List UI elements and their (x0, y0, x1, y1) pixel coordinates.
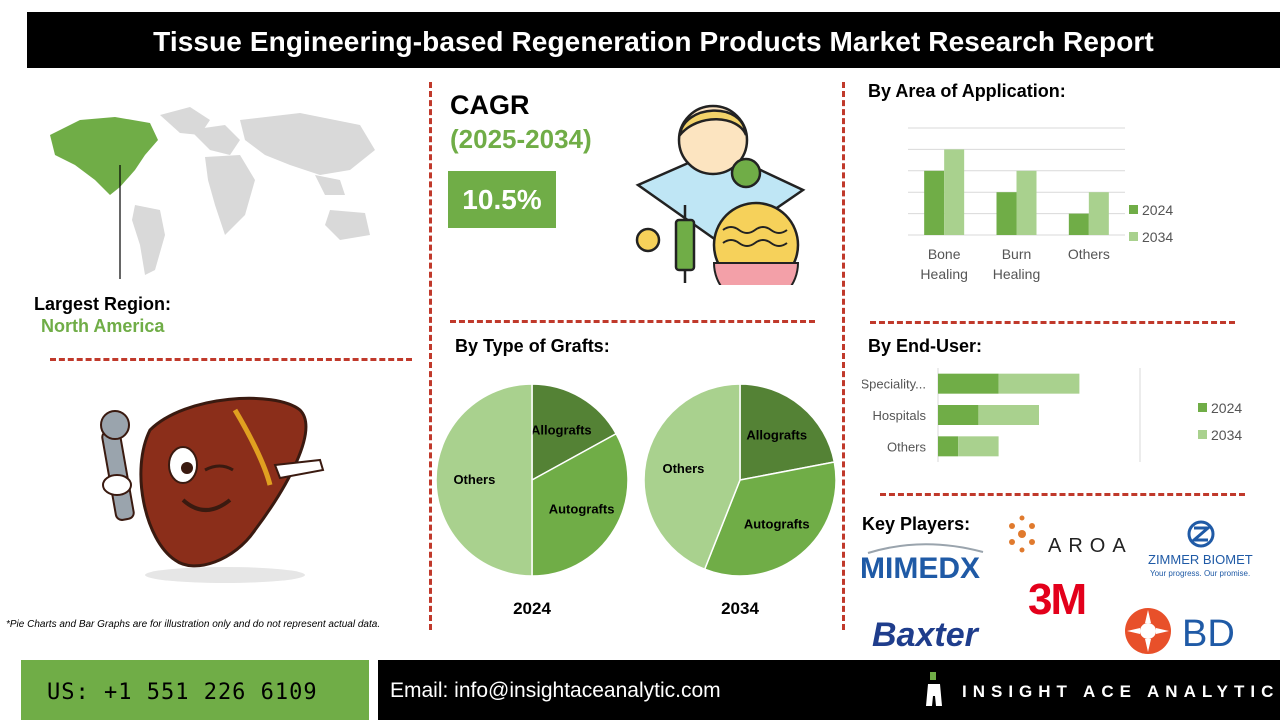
pie-caption: 2034 (721, 599, 759, 618)
cagr-value-badge: 10.5% (448, 171, 556, 228)
bar-2024 (924, 170, 945, 235)
application-title: By Area of Application: (868, 81, 1066, 101)
bar-2034 (978, 405, 1039, 425)
bd-logo-text: BD (1182, 613, 1235, 655)
category-label: Speciality... (862, 377, 926, 392)
category-label: Others (1068, 246, 1110, 262)
liver-mascot-icon (100, 396, 325, 583)
page-title: Tissue Engineering-based Regeneration Pr… (153, 26, 1154, 57)
mimedx-logo-text: MIMEDX (860, 552, 980, 583)
aroa-logo: AROA (1009, 515, 1130, 557)
pie-slice-autografts (703, 461, 837, 577)
pie-slice-others (435, 383, 533, 577)
bar-2024 (938, 373, 999, 394)
pie-slice-allografts (531, 383, 618, 482)
bar-2024 (938, 436, 959, 457)
cagr-period: (2025-2034) (450, 124, 592, 154)
zimmer-biomet-logo: ZIMMER BIOMET Your progress. Our promise… (1148, 520, 1253, 578)
pie-label-autografts: Autografts (549, 501, 615, 516)
divider-right-vertical (842, 82, 845, 630)
legend-label: 2024 (1211, 400, 1242, 416)
divider-cagr (450, 320, 815, 323)
brand-name: INSIGHT ACE ANALYTIC (962, 682, 1280, 701)
baxter-logo-text: Baxter (872, 616, 980, 654)
category-label: Burn (1002, 246, 1032, 262)
legend-label: 2034 (1211, 427, 1242, 443)
footnote: *Pie Charts and Bar Graphs are for illus… (6, 619, 381, 630)
legend-swatch-2034 (1198, 430, 1207, 439)
baxter-logo: Baxter (872, 616, 980, 654)
title-bar: Tissue Engineering-based Regeneration Pr… (27, 12, 1280, 68)
doctor-skin-injection-icon (635, 104, 806, 285)
pie-label-autografts: Autografts (744, 516, 810, 531)
phone-banner: US: +1 551 226 6109 (21, 660, 369, 720)
phone-number[interactable]: US: +1 551 226 6109 (47, 680, 318, 705)
region-value: North America (41, 316, 165, 336)
legend-swatch-2024 (1198, 403, 1207, 412)
region-label: Largest Region: (34, 294, 172, 314)
category-label: Others (887, 439, 927, 454)
mimedx-logo: MIMEDX (860, 543, 984, 583)
legend-label: 2024 (1142, 202, 1173, 218)
grafts-title: By Type of Grafts: (455, 336, 610, 356)
bd-logo: BD (1125, 608, 1235, 655)
pie-caption: 2024 (513, 599, 551, 618)
divider-left-vertical (429, 82, 432, 630)
world-map-icon (50, 107, 375, 279)
bar-2024 (938, 405, 979, 425)
end-user-bar-chart: Speciality... Hospitals Others 2024 2034 (862, 368, 1242, 462)
bar-2034 (958, 436, 999, 457)
bar-2024 (996, 192, 1017, 235)
category-label: Hospitals (873, 408, 927, 423)
email-address[interactable]: Email: info@insightaceanalytic.com (390, 679, 721, 702)
bar-2034 (1016, 170, 1037, 235)
insight-ace-logo-icon (926, 672, 942, 706)
pie-slice-allografts (739, 383, 836, 481)
application-bar-chart: Bone Healing Burn Healing Others 2024 2034 (908, 127, 1173, 282)
pie-chart-2034: Allografts Autografts Others 2034 (643, 383, 837, 618)
category-label: Healing (920, 266, 967, 282)
bar-2034 (1088, 192, 1109, 235)
legend-swatch-2034 (1129, 232, 1138, 241)
pie-slice-autografts (531, 432, 629, 577)
pie-slice-others (643, 383, 741, 571)
zimmer-biomet-tagline: Your progress. Our promise. (1150, 569, 1250, 578)
3m-logo-text: 3M (1028, 576, 1085, 620)
end-user-title: By End-User: (868, 336, 983, 356)
category-label: Healing (993, 266, 1040, 282)
pie-label-allografts: Allografts (746, 428, 807, 443)
3m-logo: 3M (1028, 576, 1087, 620)
pie-label-allografts: Allografts (531, 422, 592, 437)
divider-application (870, 321, 1235, 324)
bar-2024 (1068, 213, 1089, 235)
legend-label: 2034 (1142, 229, 1173, 245)
legend-swatch-2024 (1129, 205, 1138, 214)
cagr-label: CAGR (450, 90, 530, 120)
zimmer-biomet-logo-text: ZIMMER BIOMET (1148, 552, 1253, 567)
divider-end-user (880, 493, 1245, 496)
divider-region (50, 358, 412, 361)
category-label: Bone (928, 246, 961, 262)
bar-2034 (998, 373, 1080, 394)
pie-label-others: Others (662, 461, 704, 476)
bar-2034 (944, 149, 965, 235)
key-players-title: Key Players: (862, 514, 971, 534)
pie-label-others: Others (453, 472, 495, 487)
email-banner: Email: info@insightaceanalytic.com INSIG… (378, 660, 1280, 720)
pie-chart-2024: Allografts Autografts Others 2024 (435, 383, 629, 618)
cagr-value: 10.5% (462, 184, 542, 215)
aroa-logo-text: AROA (1048, 535, 1130, 557)
